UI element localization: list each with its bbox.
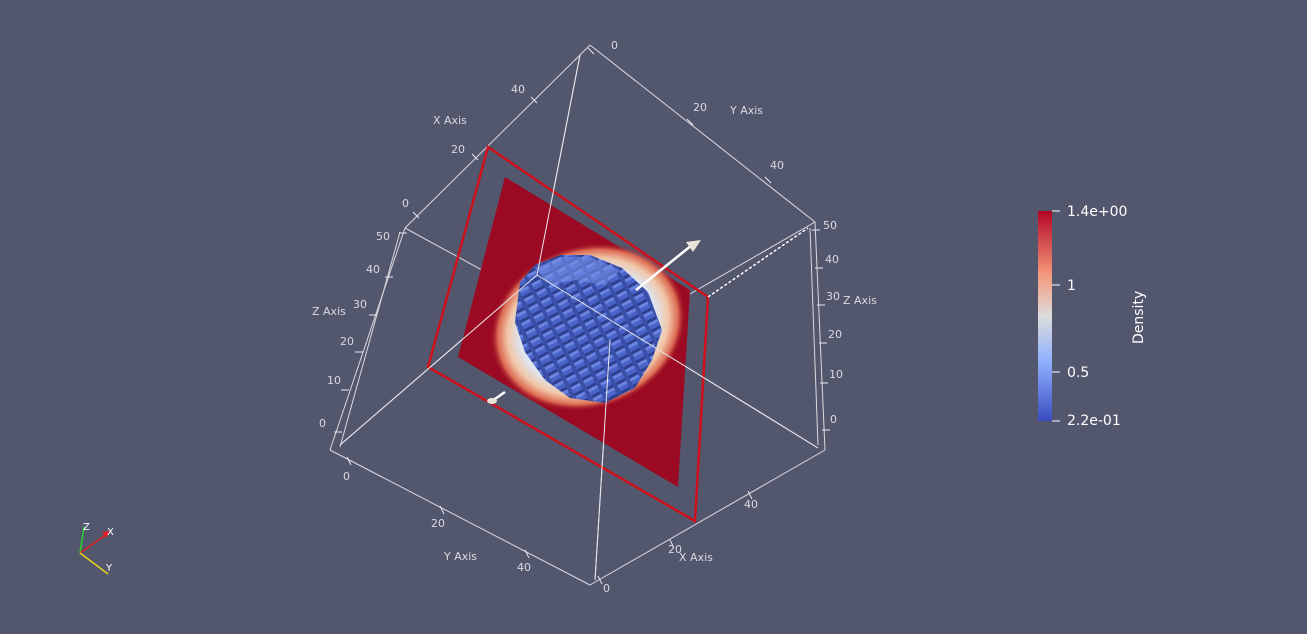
y-tick-top-0: 0: [611, 39, 618, 52]
z-axis-title-left: Z Axis: [312, 305, 346, 318]
plane-widget-border[interactable]: [426, 144, 710, 524]
z-tick-right-20: 20: [828, 328, 842, 341]
x-tick-top-0: 0: [402, 197, 409, 210]
bounding-box-front-edges: [339, 54, 819, 581]
x-axis-title-bottom: X Axis: [679, 551, 713, 564]
colorbar-label-1: 1: [1067, 278, 1076, 294]
orientation-axes-triad: Z X Y: [79, 522, 114, 575]
z-tick-right-10: 10: [829, 368, 843, 381]
color-legend[interactable]: 1.4e+00 1 0.5 2.2e-01 Density: [1038, 204, 1147, 429]
colorbar-title: Density: [1131, 291, 1147, 344]
z-tick-left-0: 0: [319, 417, 326, 430]
colorbar-label-min: 2.2e-01: [1067, 413, 1121, 429]
triad-y-label: Y: [105, 563, 113, 574]
z-tick-right-30: 30: [826, 290, 840, 303]
z-tick-right-40: 40: [825, 253, 839, 266]
triad-x-label: X: [107, 527, 114, 538]
x-tick-bottom-20: 20: [668, 543, 682, 556]
voxel-sphere: [515, 255, 662, 403]
y-tick-bottom-0: 0: [343, 470, 350, 483]
y-tick-bottom-20: 20: [431, 517, 445, 530]
y-tick-top-20: 20: [693, 101, 707, 114]
z-tick-left-10: 10: [327, 374, 341, 387]
z-tick-left-50: 50: [376, 230, 390, 243]
color-bar: [1038, 211, 1052, 421]
x-tick-top-20: 20: [451, 143, 465, 156]
z-axis-title-right: Z Axis: [843, 294, 877, 307]
triad-z-label: Z: [83, 522, 90, 533]
y-tick-top-40: 40: [770, 159, 784, 172]
x-tick-bottom-0: 0: [603, 582, 610, 595]
colorbar-label-max: 1.4e+00: [1067, 204, 1127, 220]
plane-normal-arrow[interactable]: [487, 227, 809, 404]
z-tick-left-30: 30: [353, 298, 367, 311]
colorbar-label-0-5: 0.5: [1067, 365, 1089, 381]
z-tick-right-0: 0: [830, 413, 837, 426]
x-tick-top-40: 40: [511, 83, 525, 96]
y-axis-title-top: Y Axis: [729, 104, 763, 117]
y-axis-title-bottom: Y Axis: [443, 550, 477, 563]
x-tick-bottom-40: 40: [744, 498, 758, 511]
y-tick-bottom-40: 40: [517, 561, 531, 574]
z-tick-left-20: 20: [340, 335, 354, 348]
x-axis-title-top: X Axis: [433, 114, 467, 127]
z-tick-right-50: 50: [823, 219, 837, 232]
axis-tick-marks: [334, 47, 830, 585]
z-tick-left-40: 40: [366, 263, 380, 276]
